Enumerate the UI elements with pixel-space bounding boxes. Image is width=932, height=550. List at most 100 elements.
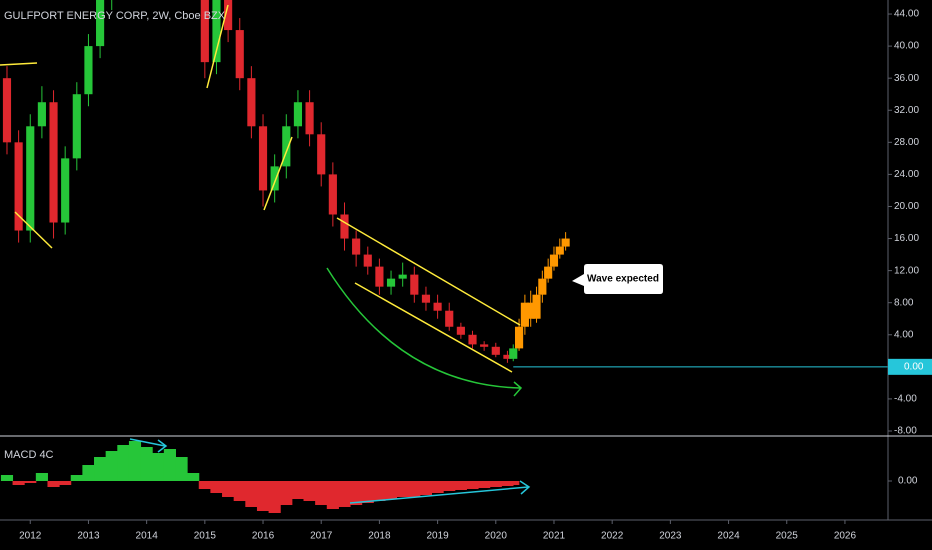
macd-label: MACD 4C: [4, 449, 54, 461]
candle-body: [212, 0, 221, 63]
y-tick-label: 28.00: [894, 137, 919, 148]
candle-body: [328, 174, 337, 215]
macd-bar: [82, 465, 95, 481]
macd-bar: [384, 481, 398, 499]
macd-bar: [373, 481, 386, 501]
candle-body: [514, 326, 524, 349]
price-line-marker: [888, 358, 932, 375]
trend-line: [206, 4, 229, 89]
macd-bar: [140, 447, 153, 481]
macd-arrow: [349, 480, 531, 504]
x-tick-label: 2023: [659, 531, 682, 542]
macd-bar: [256, 481, 270, 511]
candle-body: [317, 134, 326, 175]
macd-bar: [291, 481, 305, 499]
macd-bar: [187, 473, 200, 481]
y-tick-label: 36.00: [894, 73, 919, 84]
candle-body: [26, 126, 35, 231]
macd-bar: [361, 481, 374, 503]
candle-body: [544, 266, 553, 279]
x-tick-label: 2019: [426, 531, 449, 542]
y-tick-label: -8.00: [894, 426, 917, 437]
candle-body: [293, 102, 303, 127]
y-tick-label: 12.00: [894, 265, 919, 276]
macd-bar: [35, 473, 48, 481]
candle-body: [235, 30, 244, 79]
y-tick-label: 32.00: [894, 105, 919, 116]
y-tick-label: 20.00: [894, 201, 919, 212]
candle-body: [386, 278, 396, 287]
macd-bar: [59, 481, 72, 485]
macd-bar: [280, 481, 293, 505]
price-pane: [2, 0, 888, 368]
macd-bar: [419, 481, 433, 495]
x-tick-label: 2025: [776, 531, 799, 542]
candle-body: [555, 246, 564, 255]
candle-body: [282, 126, 291, 167]
x-tick-label: 2014: [136, 531, 159, 542]
candle-body: [340, 214, 349, 239]
candle-body: [84, 46, 93, 95]
x-tick-label: 2026: [834, 531, 857, 542]
macd-bar: [210, 481, 223, 493]
trend-line: [14, 211, 53, 249]
channel-line: [354, 282, 513, 373]
macd-bar: [338, 481, 351, 507]
macd-bar: [105, 451, 118, 481]
candle-body: [491, 346, 500, 355]
y-tick-label: 8.00: [894, 297, 914, 308]
x-tick-label: 2024: [717, 531, 740, 542]
macd-bar: [507, 481, 520, 485]
candle-body: [49, 102, 58, 223]
candle-body: [421, 294, 431, 303]
x-tick-label: 2020: [485, 531, 508, 542]
candle-body: [433, 302, 442, 311]
candle-body: [532, 294, 541, 319]
candle-body: [468, 334, 477, 345]
y-tick-label: -4.00: [894, 394, 917, 405]
macd-bar: [47, 481, 60, 487]
channel-line: [336, 217, 521, 326]
candle-body: [72, 94, 81, 159]
candle-body: [480, 344, 489, 347]
macd-bar: [94, 457, 107, 481]
macd-tick-label: 0.00: [898, 476, 918, 487]
callout-text: Wave expected: [587, 274, 659, 285]
macd-bar: [454, 481, 467, 490]
candle-body: [363, 254, 372, 267]
macd-bar: [443, 481, 456, 491]
candle-body: [445, 310, 454, 327]
candle-body: [96, 0, 105, 47]
x-tick-label: 2013: [77, 531, 100, 542]
x-tick-label: 2012: [19, 531, 42, 542]
candle-body: [503, 354, 512, 359]
macd-bar: [350, 481, 363, 505]
candle-body: [398, 274, 407, 279]
candle-body: [375, 266, 384, 287]
macd-bar: [70, 475, 83, 481]
macd-bar: [233, 481, 246, 501]
y-tick-label: 4.00: [894, 329, 914, 340]
candle-body: [61, 158, 70, 223]
macd-bar: [175, 457, 188, 481]
macd-pane: [0, 441, 520, 513]
candle-body: [200, 0, 209, 63]
macd-bar: [198, 481, 211, 489]
candle-body: [224, 0, 233, 31]
candle-body: [258, 126, 268, 191]
macd-bar: [466, 481, 479, 489]
macd-bar: [326, 481, 339, 509]
candle-body: [247, 78, 256, 127]
candle-body: [538, 278, 547, 295]
candle-body: [305, 102, 314, 135]
macd-bar: [163, 449, 176, 481]
macd-bar: [478, 481, 491, 488]
candle-body: [270, 166, 279, 191]
macd-bar: [128, 441, 142, 481]
x-tick-label: 2022: [601, 531, 624, 542]
macd-bar: [222, 481, 235, 497]
macd-bar: [303, 481, 316, 501]
price-line-label: 0.00: [904, 361, 924, 372]
